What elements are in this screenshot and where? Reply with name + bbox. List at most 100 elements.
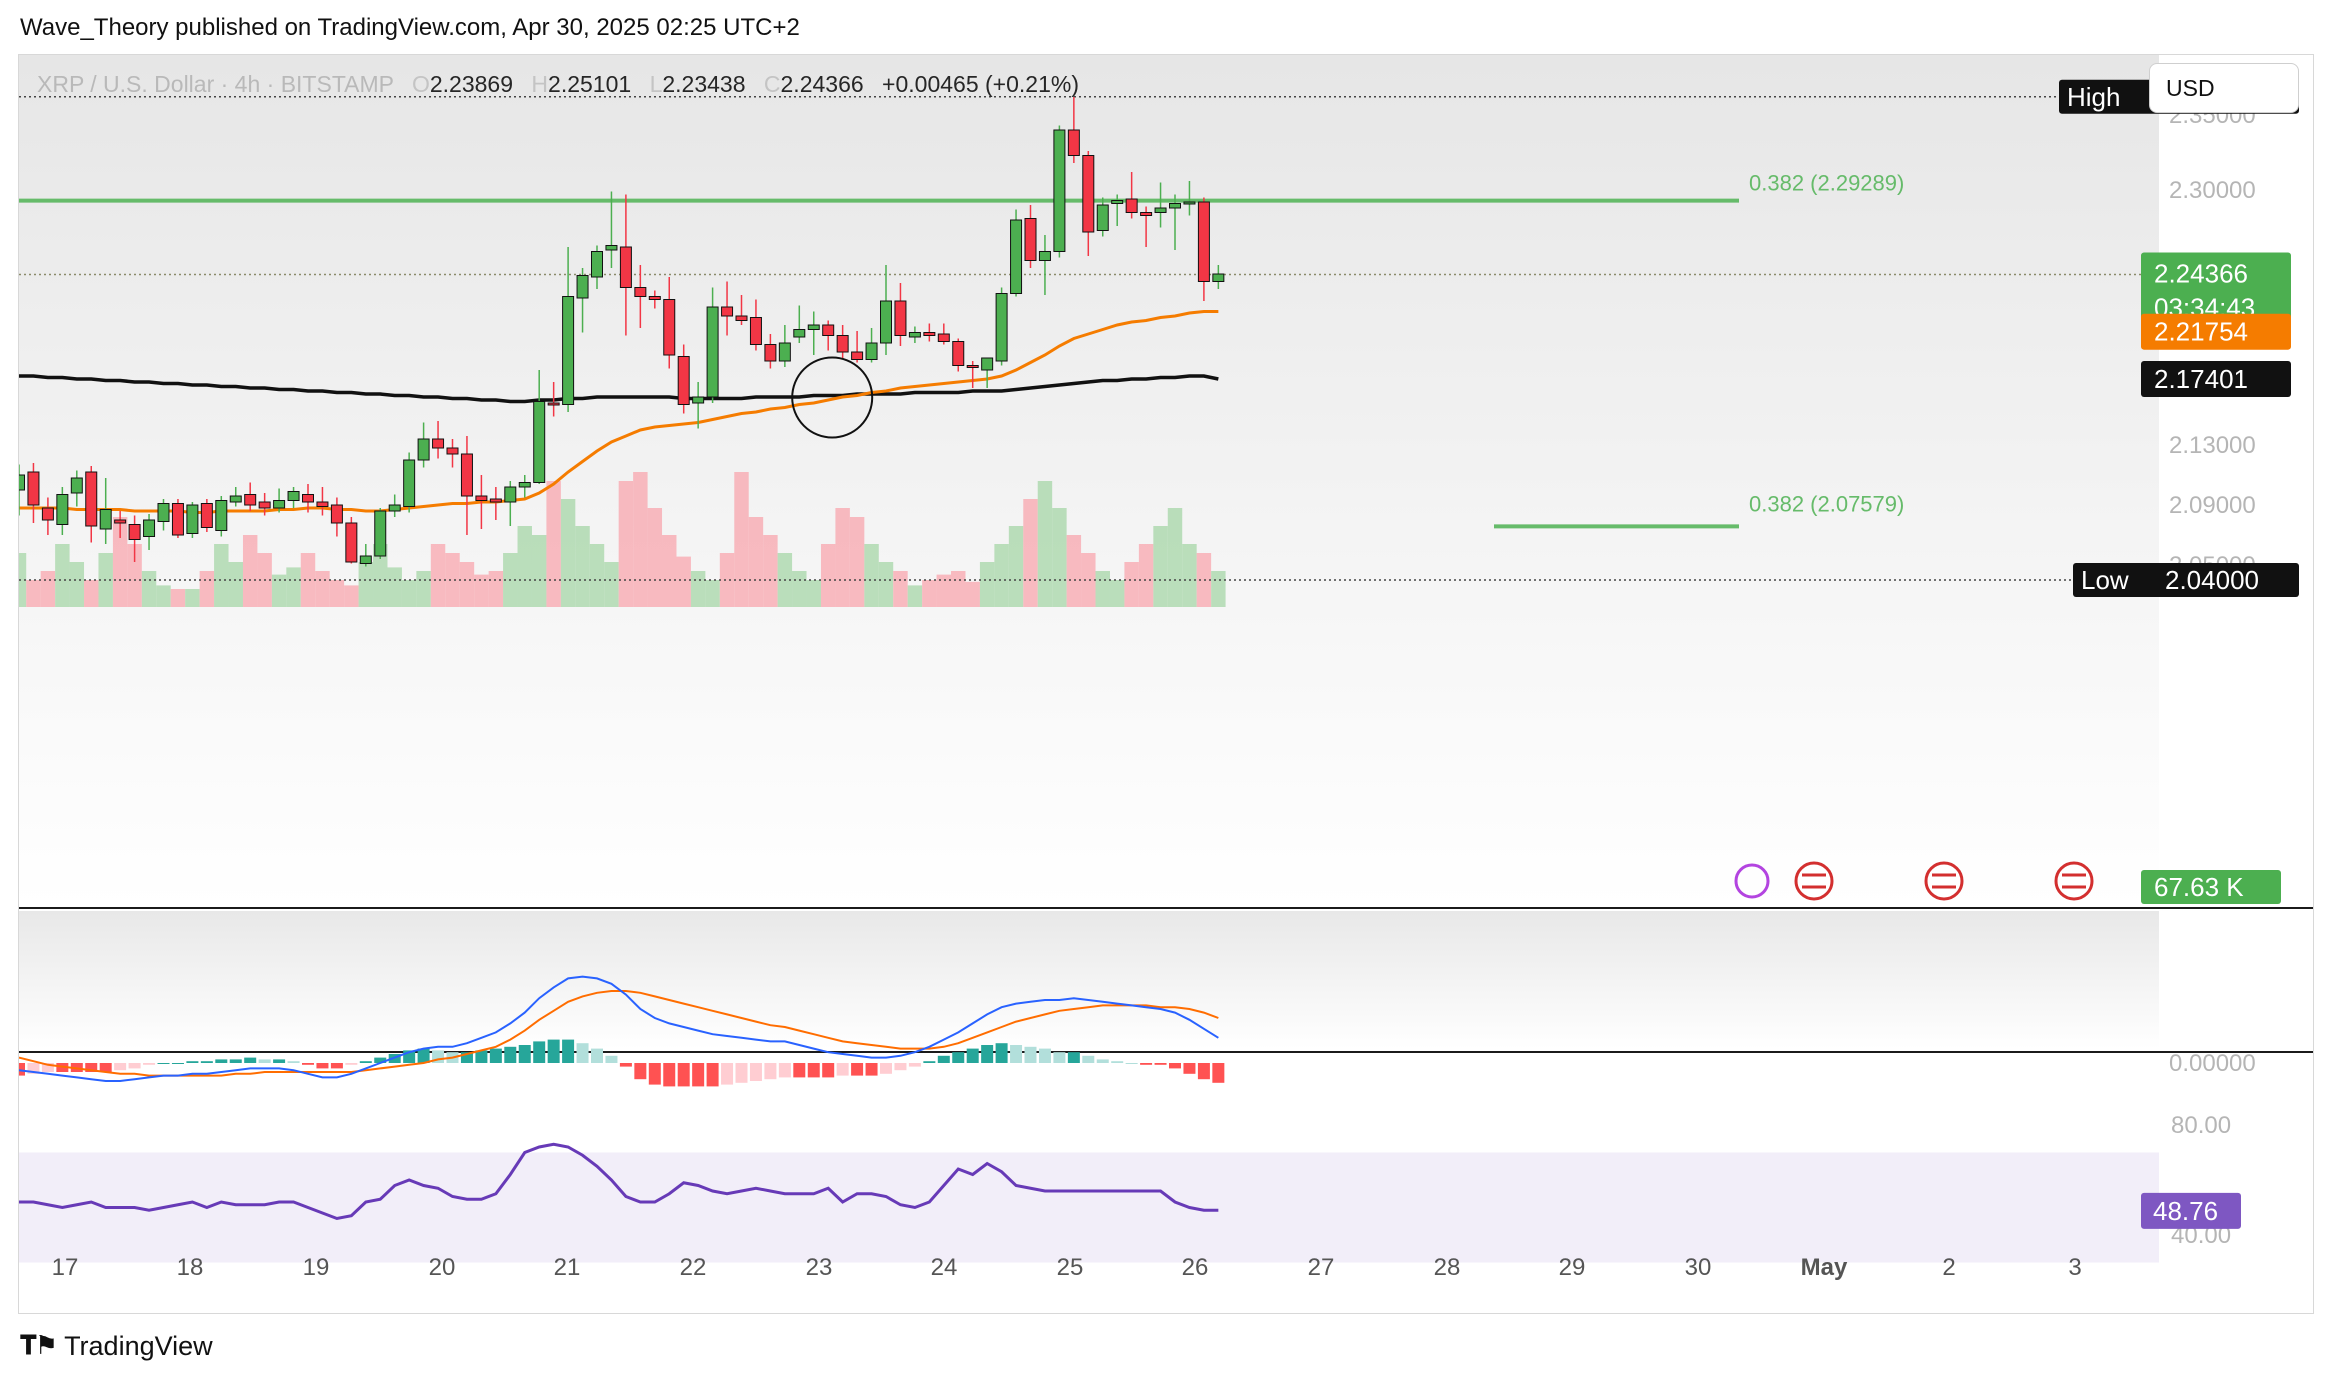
macd-histogram-bar — [200, 1061, 213, 1063]
macd-axis-zero: 0.00000 — [2169, 1050, 2256, 1077]
volume-tag-bg — [2141, 870, 2281, 904]
candle-body — [41, 507, 54, 521]
volume-bar — [315, 571, 330, 607]
candle-body — [417, 438, 430, 461]
candle-body — [504, 486, 517, 503]
macd-histogram-bar — [27, 1063, 40, 1074]
macd-histogram-bar — [562, 1039, 575, 1063]
macd-histogram-bar — [749, 1063, 762, 1081]
low-value: 2.23438 — [662, 71, 746, 97]
volume-bar — [1081, 553, 1096, 607]
candle-body — [475, 495, 488, 501]
candle-body — [663, 299, 676, 356]
currency-button[interactable]: USD — [2149, 63, 2299, 113]
volume-bar — [748, 517, 764, 607]
candle-body — [1140, 212, 1153, 216]
volume-bar — [1211, 571, 1226, 607]
candle-body — [894, 300, 907, 336]
volume-bar — [199, 571, 215, 607]
candle-body — [244, 494, 257, 506]
macd-histogram-bar — [1038, 1048, 1051, 1063]
pane-separator[interactable] — [19, 1051, 2313, 1053]
macd-histogram-bar — [981, 1045, 994, 1063]
volume-bar — [459, 562, 475, 607]
time-axis-tick: 30 — [1685, 1254, 1712, 1281]
candle-body — [634, 287, 647, 297]
last-price-tag-bg — [2141, 252, 2291, 327]
rsi-tag-value: 48.76 — [2153, 1196, 2218, 1226]
volume-bar — [1052, 508, 1067, 607]
rsi-line — [19, 1142, 1219, 1221]
macd-histogram-bar — [157, 1063, 170, 1064]
macd-histogram-bar — [374, 1057, 387, 1063]
macd-histogram-bar — [634, 1063, 647, 1080]
macd-histogram-bar — [836, 1063, 849, 1076]
time-axis-tick: 17 — [52, 1254, 79, 1281]
chart-frame[interactable]: 2.350002.300002.130002.090002.050000.382… — [18, 54, 2314, 1314]
macd-histogram-bar — [417, 1048, 430, 1063]
volume-bar — [647, 508, 663, 607]
macd-histogram-bar — [619, 1063, 632, 1067]
time-axis-tick: May — [1801, 1254, 1848, 1281]
volume-bar — [170, 589, 186, 607]
volume-bar — [445, 553, 460, 607]
candle-body — [229, 495, 242, 503]
volume-bar — [633, 472, 648, 607]
volume-bar — [358, 562, 374, 607]
ema50-tag-value: 2.21754 — [2154, 317, 2248, 347]
candle-body — [749, 317, 762, 345]
macd-histogram-bar — [692, 1063, 705, 1087]
candle-body — [446, 447, 459, 455]
volume-bar — [936, 574, 952, 607]
pane-separator[interactable] — [19, 907, 2313, 909]
macd-histogram-bar — [460, 1052, 473, 1063]
macd-histogram-bar — [851, 1063, 864, 1076]
volume-bar — [965, 581, 980, 607]
candle-body — [591, 251, 603, 278]
candle-body — [952, 341, 965, 366]
macd-histogram-bar — [330, 1063, 343, 1069]
candle-body — [258, 501, 271, 509]
macd-histogram-bar — [591, 1048, 603, 1063]
macd-histogram-bar — [128, 1063, 141, 1069]
time-axis-tick: 19 — [303, 1254, 330, 1281]
tradingview-logo[interactable]: 𝐓⚑ TradingView — [20, 1330, 213, 1362]
macd-histogram-bar — [171, 1063, 184, 1064]
macd-histogram-bar — [287, 1061, 300, 1063]
volume-bar — [849, 517, 865, 607]
open-value: 2.23869 — [429, 71, 514, 97]
candle-body — [966, 365, 979, 368]
macd-histogram-bar — [1140, 1063, 1153, 1065]
time-axis-tick: 22 — [680, 1254, 707, 1281]
close-value: 2.24366 — [780, 71, 864, 97]
candle-body — [778, 342, 791, 362]
candle-body — [374, 510, 387, 557]
volume-bar — [517, 526, 532, 607]
volume-bar — [864, 544, 879, 607]
volume-bar — [286, 567, 301, 607]
volume-bar — [589, 544, 605, 607]
volume-bar — [719, 553, 735, 607]
macd-histogram-bar — [215, 1059, 228, 1063]
candle-body — [851, 351, 864, 360]
candle-body — [157, 503, 170, 522]
macd-pane-background — [19, 911, 2159, 1049]
volume-bar — [474, 574, 489, 607]
candle-body — [359, 555, 372, 564]
symbol-legend[interactable]: XRP / U.S. Dollar · 4h · BITSTAMP O2.238… — [37, 71, 1079, 98]
volume-bar — [127, 544, 142, 607]
low-tag-value: 2.04000 — [2165, 565, 2259, 595]
fib-label-upper: 0.382 (2.29289) — [1749, 171, 1904, 196]
volume-bar — [792, 571, 807, 607]
macd-histogram-bar — [807, 1063, 820, 1078]
ema50-tag-bg — [2141, 313, 2291, 350]
high-value: 2.25101 — [548, 71, 632, 97]
volume-bar — [1037, 481, 1053, 607]
time-axis-tick: 27 — [1308, 1254, 1335, 1281]
candle-body — [1053, 129, 1066, 252]
macd-histogram-bar — [908, 1063, 921, 1067]
macd-histogram-bar — [359, 1061, 372, 1063]
price-chart-svg[interactable]: 2.350002.300002.130002.090002.050000.382… — [19, 55, 2313, 1313]
volume-bar — [1182, 544, 1197, 607]
candle-body — [1067, 129, 1080, 156]
